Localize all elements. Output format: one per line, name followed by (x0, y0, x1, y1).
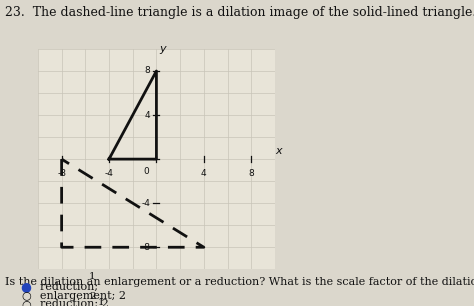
Text: -4: -4 (142, 199, 150, 208)
Text: y: y (159, 44, 165, 54)
Text: 8: 8 (248, 169, 254, 178)
Text: ○: ○ (21, 291, 31, 300)
Text: 1: 1 (89, 272, 95, 281)
Text: 1: 1 (98, 298, 104, 306)
Text: -4: -4 (105, 169, 113, 178)
Text: x: x (275, 146, 282, 156)
Text: reduction; 2: reduction; 2 (40, 299, 109, 306)
Text: -8: -8 (57, 169, 66, 178)
Text: 8: 8 (145, 66, 150, 76)
Text: 2: 2 (89, 292, 95, 300)
Text: enlargement; 2: enlargement; 2 (40, 291, 126, 300)
Text: ○: ○ (21, 299, 31, 306)
Text: 4: 4 (145, 110, 150, 120)
Text: reduction;: reduction; (40, 282, 102, 292)
Text: 0: 0 (144, 167, 149, 176)
Text: 4: 4 (201, 169, 207, 178)
Text: Is the dilation an enlargement or a reduction? What is the scale factor of the d: Is the dilation an enlargement or a redu… (5, 277, 474, 287)
Text: -8: -8 (142, 243, 150, 252)
Text: ●: ● (21, 281, 31, 293)
Text: 23.  The dashed-line triangle is a dilation image of the solid-lined triangle.: 23. The dashed-line triangle is a dilati… (5, 6, 474, 19)
